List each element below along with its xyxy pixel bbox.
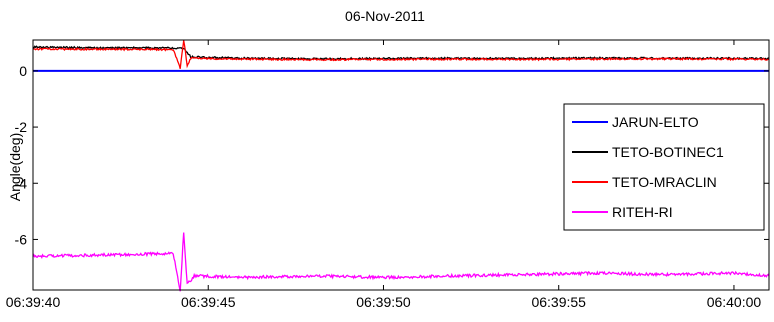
x-tick-label: 06:39:40	[6, 294, 61, 310]
axes-layer: 06:39:40 06:39:45 06:39:50 06:39:55 06:40:00…	[6, 40, 769, 310]
legend: JARUN-ELTO TETO-BOTINEC1 TETO-MRACLIN RITEH…	[563, 103, 765, 231]
x-tick-label: 06:40:00	[707, 294, 762, 310]
y-tick-label: 0	[19, 63, 27, 79]
series-layer	[32, 40, 770, 292]
x-tick-label: 06:39:55	[531, 294, 586, 310]
y-tick-label: -2	[15, 119, 28, 135]
series-line-teto-botinec1	[32, 45, 770, 61]
series-line-riteh-ri	[32, 232, 770, 292]
legend-label: TETO-BOTINEC1	[612, 144, 724, 160]
chart-title: 06-Nov-2011	[345, 8, 425, 24]
y-tick-label: -4	[15, 175, 28, 191]
legend-label: JARUN-ELTO	[612, 114, 699, 130]
x-tick-label: 06:39:50	[356, 294, 411, 310]
plot-frame	[32, 39, 770, 291]
legend-box	[563, 103, 765, 231]
legend-label: RITEH-RI	[612, 204, 673, 220]
x-tick-label: 06:39:45	[181, 294, 236, 310]
series-line-teto-mraclin	[32, 40, 770, 69]
y-tick-label: -6	[15, 231, 28, 247]
y-axis-title: Angle(deg)	[7, 133, 23, 202]
legend-label: TETO-MRACLIN	[612, 174, 717, 190]
